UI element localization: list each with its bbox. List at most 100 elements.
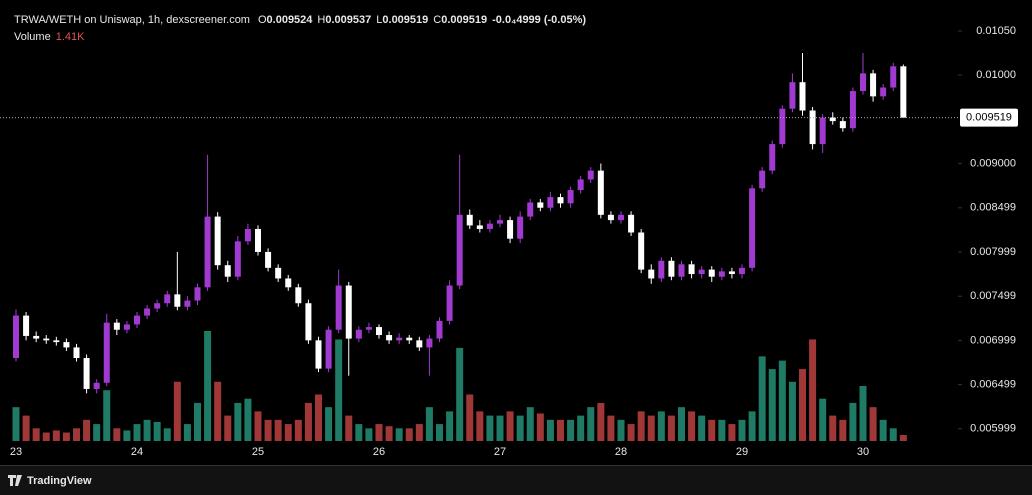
- candle-body: [698, 269, 705, 275]
- y-tick-label: 0.01050: [976, 25, 1016, 37]
- candle-body: [103, 322, 110, 383]
- volume-bar: [496, 415, 504, 441]
- volume-bar: [768, 369, 776, 441]
- volume-bar: [62, 432, 70, 441]
- volume-bar: [153, 421, 161, 441]
- volume-bar: [748, 411, 756, 441]
- x-tick-label: 27: [494, 446, 506, 458]
- volume-bar: [224, 415, 232, 441]
- volume-legend: Volume 1.41K: [14, 31, 85, 43]
- volume-bar: [788, 381, 796, 441]
- candle-body: [597, 170, 604, 215]
- candle-body: [799, 82, 806, 111]
- candle-body: [436, 320, 443, 339]
- chart-title: TRWA/WETH on Uniswap, 1h, dexscreener.co…: [14, 14, 586, 26]
- volume-bar: [879, 419, 887, 441]
- candle-body: [113, 322, 120, 330]
- volume-bar: [345, 415, 353, 441]
- volume-bar: [436, 424, 443, 441]
- ohlc-value: 0.009519: [382, 14, 428, 26]
- candle-body: [63, 342, 70, 348]
- last-price-label: 0.009519: [966, 112, 1012, 124]
- candle-body: [476, 225, 483, 229]
- volume-bar: [597, 402, 605, 441]
- volume-bar: [849, 402, 857, 441]
- volume-bar: [587, 407, 595, 441]
- candle-body: [880, 87, 887, 97]
- volume-bar: [607, 415, 615, 441]
- volume-bar: [738, 419, 746, 441]
- x-tick-label: 25: [252, 446, 264, 458]
- volume-bar: [446, 411, 454, 441]
- candle-body: [708, 269, 715, 277]
- volume-bar: [103, 390, 111, 441]
- ohlc-value: 0.009524: [267, 14, 314, 26]
- volume-bar: [52, 430, 60, 441]
- candle-body: [396, 337, 403, 341]
- volume-bar: [375, 424, 383, 441]
- volume-value: 1.41K: [56, 31, 85, 43]
- candle-body: [184, 300, 191, 307]
- volume-bar: [294, 419, 302, 441]
- volume-bar: [234, 402, 242, 441]
- candle-body: [618, 214, 624, 221]
- candle-body: [244, 228, 251, 242]
- volume-bar: [405, 428, 413, 441]
- y-tick-label: 0.007999: [970, 246, 1016, 258]
- y-tick-label: 0.006499: [970, 379, 1016, 391]
- volume-bar: [778, 360, 786, 441]
- volume-bar: [637, 411, 645, 441]
- volume-bar: [42, 432, 50, 441]
- volume-bar: [32, 428, 40, 441]
- candle-body: [325, 329, 332, 369]
- volume-bar: [83, 419, 91, 441]
- x-tick-label: 30: [857, 446, 869, 458]
- volume-bar: [163, 428, 171, 441]
- volume-bar: [657, 411, 665, 441]
- volume-bar: [365, 428, 373, 441]
- candle-body: [43, 338, 50, 341]
- candle-body: [668, 260, 675, 277]
- candle-body: [265, 251, 272, 268]
- footer-bar: [0, 466, 1032, 495]
- volume-bar: [113, 428, 121, 441]
- ohlc-label: L: [376, 14, 382, 26]
- ohlc-value: 0.009537: [325, 14, 371, 26]
- candle-body: [93, 382, 100, 389]
- candle-body: [123, 324, 130, 330]
- candle-body: [33, 335, 40, 339]
- volume-bar: [809, 339, 817, 441]
- volume-bar: [708, 419, 716, 441]
- volume-bar: [718, 419, 726, 441]
- y-tick-label: 0.01000: [976, 69, 1016, 81]
- volume-bar: [264, 419, 272, 441]
- y-tick-label: 0.009000: [970, 157, 1016, 169]
- ohlc-value: 0.009519: [441, 14, 487, 26]
- plot-area: [12, 53, 907, 441]
- volume-bar: [516, 415, 524, 441]
- candle-body: [275, 267, 282, 279]
- candle-body: [456, 214, 463, 286]
- candle-body: [386, 335, 393, 341]
- candle-body: [839, 121, 846, 129]
- volume-bar: [678, 407, 685, 441]
- x-tick-label: 23: [10, 446, 22, 458]
- candle-body: [214, 216, 221, 266]
- volume-bar: [899, 435, 907, 441]
- candle-body: [870, 73, 877, 97]
- volume-bar: [819, 398, 827, 441]
- y-tick-label: 0.005999: [970, 423, 1016, 435]
- candle-body: [759, 170, 766, 189]
- volume-bar: [93, 424, 101, 441]
- volume-bar: [758, 356, 766, 441]
- volume-bar: [667, 415, 675, 441]
- candle-body: [587, 170, 594, 180]
- volume-bar: [385, 426, 393, 441]
- candle-body: [486, 223, 493, 229]
- candle-body: [234, 241, 241, 277]
- volume-bar: [415, 424, 423, 441]
- candle-body: [204, 216, 211, 288]
- volume-bar: [466, 394, 474, 441]
- volume-bar: [315, 394, 322, 441]
- candle-body: [849, 91, 856, 129]
